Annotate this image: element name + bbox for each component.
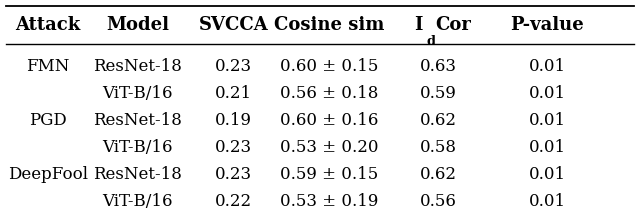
Text: 0.22: 0.22: [215, 193, 252, 208]
Text: 0.63: 0.63: [420, 58, 457, 75]
Text: 0.23: 0.23: [215, 139, 252, 156]
Text: DeepFool: DeepFool: [8, 166, 88, 183]
Text: 0.01: 0.01: [529, 193, 566, 208]
Text: 0.01: 0.01: [529, 139, 566, 156]
Text: 0.19: 0.19: [215, 112, 252, 129]
Text: FMN: FMN: [26, 58, 70, 75]
Text: 0.23: 0.23: [215, 166, 252, 183]
Text: 0.59 ± 0.15: 0.59 ± 0.15: [280, 166, 379, 183]
Text: I: I: [414, 16, 422, 34]
Text: PGD: PGD: [29, 112, 67, 129]
Text: ViT-B/16: ViT-B/16: [102, 139, 173, 156]
Text: 0.01: 0.01: [529, 85, 566, 102]
Text: Model: Model: [106, 16, 169, 34]
Text: SVCCA: SVCCA: [199, 16, 268, 34]
Text: 0.01: 0.01: [529, 112, 566, 129]
Text: P-value: P-value: [510, 16, 584, 34]
Text: Cosine sim: Cosine sim: [275, 16, 385, 34]
Text: 0.60 ± 0.16: 0.60 ± 0.16: [280, 112, 379, 129]
Text: Attack: Attack: [15, 16, 81, 34]
Text: ResNet-18: ResNet-18: [93, 112, 182, 129]
Text: 0.53 ± 0.19: 0.53 ± 0.19: [280, 193, 379, 208]
Text: ResNet-18: ResNet-18: [93, 166, 182, 183]
Text: Cor: Cor: [435, 16, 471, 34]
Text: 0.56: 0.56: [420, 193, 457, 208]
Text: ViT-B/16: ViT-B/16: [102, 85, 173, 102]
Text: 0.23: 0.23: [215, 58, 252, 75]
Text: 0.62: 0.62: [420, 112, 457, 129]
Text: 0.21: 0.21: [215, 85, 252, 102]
Text: 0.62: 0.62: [420, 166, 457, 183]
Text: 0.58: 0.58: [420, 139, 457, 156]
Text: d: d: [427, 35, 436, 48]
Text: 0.60 ± 0.15: 0.60 ± 0.15: [280, 58, 379, 75]
Text: ViT-B/16: ViT-B/16: [102, 193, 173, 208]
Text: ResNet-18: ResNet-18: [93, 58, 182, 75]
Text: 0.56 ± 0.18: 0.56 ± 0.18: [280, 85, 379, 102]
Text: 0.53 ± 0.20: 0.53 ± 0.20: [280, 139, 379, 156]
Text: 0.59: 0.59: [420, 85, 457, 102]
Text: 0.01: 0.01: [529, 58, 566, 75]
Text: 0.01: 0.01: [529, 166, 566, 183]
